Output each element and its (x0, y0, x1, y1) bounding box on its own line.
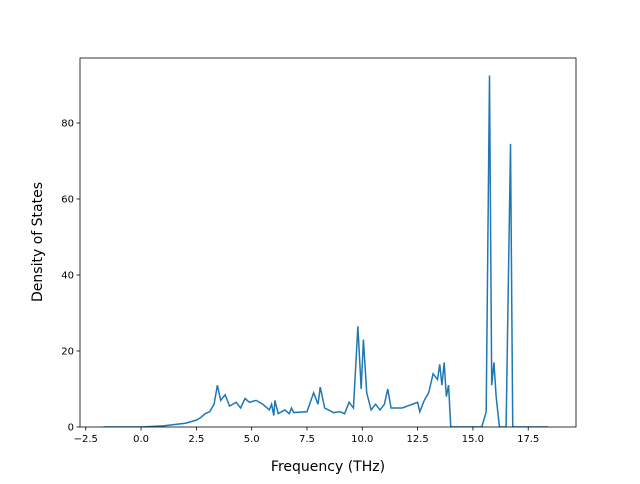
y-tick-label: 80 (61, 118, 74, 129)
x-tick-label: 12.5 (406, 434, 428, 445)
y-tick-label: 40 (61, 270, 74, 281)
y-axis-label: Density of States (30, 182, 46, 302)
x-tick-label: 2.5 (188, 434, 204, 445)
plot-frame (79, 57, 577, 428)
y-tick-label: 0 (68, 423, 74, 434)
x-tick-label: 17.5 (517, 434, 539, 445)
y-tick-label: 60 (61, 194, 74, 205)
x-axis-label: Frequency (THz) (271, 459, 385, 475)
x-tick-label: 7.5 (299, 434, 315, 445)
x-tick-label: 5.0 (244, 434, 260, 445)
x-tick-label: 10.0 (351, 434, 373, 445)
x-tick-label: 0.0 (133, 434, 149, 445)
y-tick-label: 20 (61, 346, 74, 357)
data-line (103, 75, 549, 427)
x-tick-label: −2.5 (74, 434, 98, 445)
x-tick-label: 15.0 (462, 434, 484, 445)
